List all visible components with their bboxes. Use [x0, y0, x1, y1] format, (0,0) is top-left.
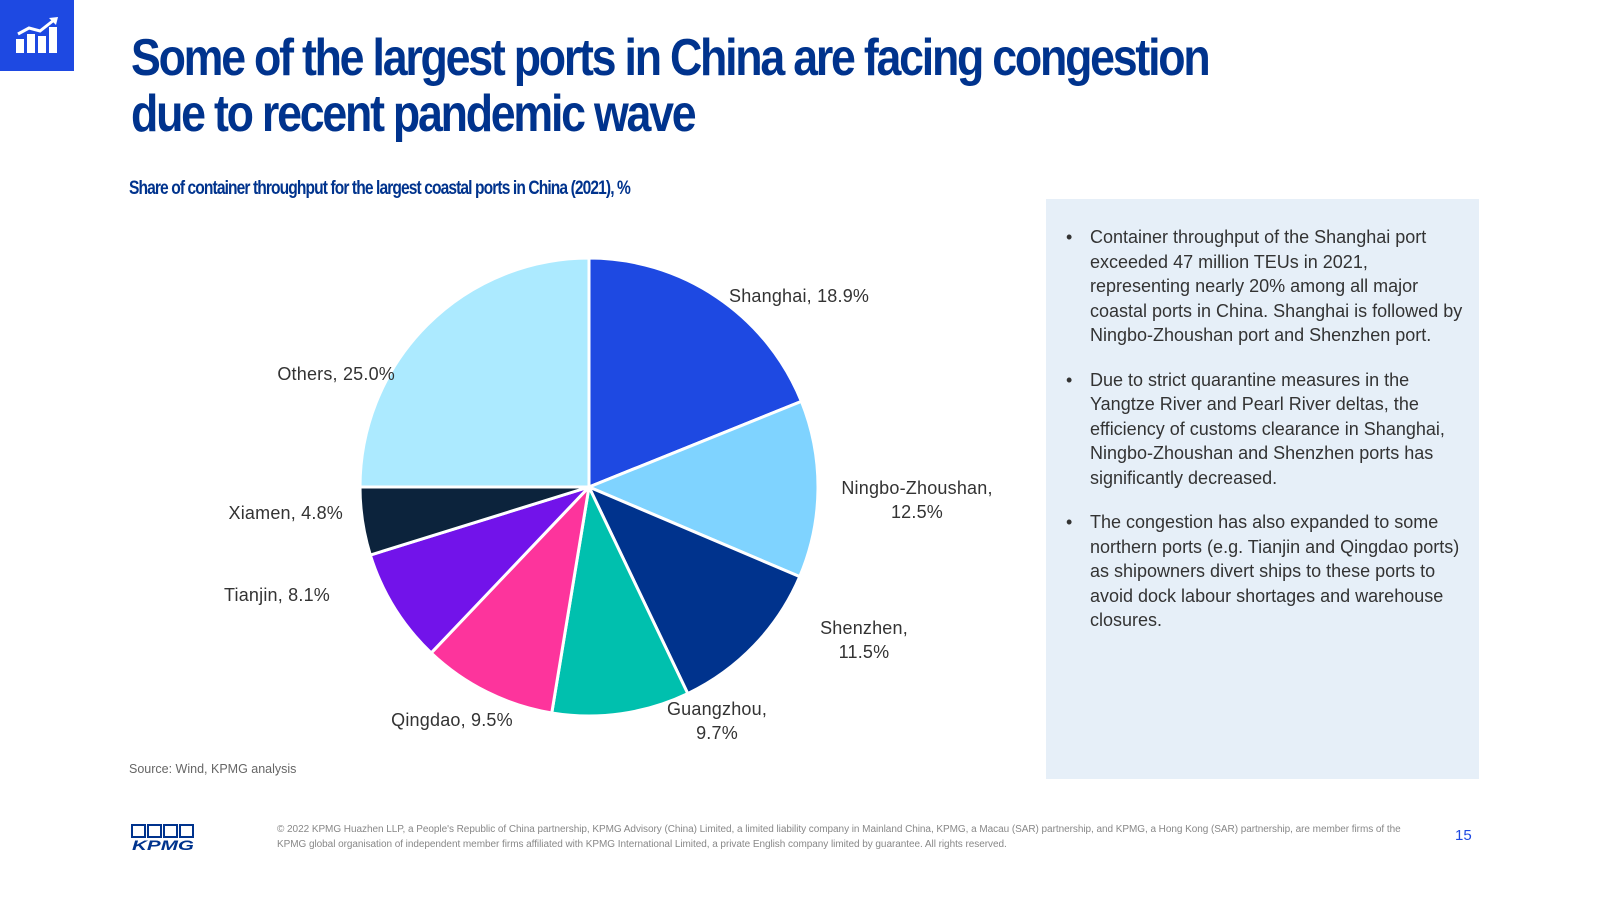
- slice-label-xiamen: Xiamen, 4.8%: [228, 503, 343, 523]
- bullet-item: The congestion has also expanded to some…: [1064, 510, 1465, 633]
- slice-label-others: Others, 25.0%: [277, 364, 395, 384]
- pie-slice-shenzhen: [587, 485, 802, 696]
- pie-slice-ningbo-zhoushan: [587, 399, 820, 579]
- bullet-item: Container throughput of the Shanghai por…: [1064, 225, 1465, 348]
- commentary-panel: Container throughput of the Shanghai por…: [1046, 199, 1479, 779]
- source-note: Source: Wind, KPMG analysis: [129, 762, 297, 776]
- svg-text:KPMG: KPMG: [132, 837, 194, 852]
- kpmg-logo: KPMG: [131, 824, 194, 852]
- corner-badge: [0, 0, 74, 71]
- bullet-item: Due to strict quarantine measures in the…: [1064, 368, 1465, 491]
- pie-slice-shanghai: [587, 256, 803, 489]
- slice-label-ningbo-zhoushan: Ningbo-Zhoushan, 12.5%: [841, 478, 993, 522]
- pie-slice-tianjin: [368, 485, 591, 655]
- pie-slice-qingdao: [429, 485, 591, 715]
- copyright-text: © 2022 KPMG Huazhen LLP, a People's Repu…: [277, 824, 1401, 850]
- slice-label-shanghai: Shanghai, 18.9%: [729, 286, 870, 306]
- slice-label-qingdao: Qingdao, 9.5%: [391, 710, 513, 730]
- pie-slice-others: [358, 256, 591, 489]
- bullet-list: Container throughput of the Shanghai por…: [1064, 225, 1465, 633]
- chart-title: Share of container throughput for the la…: [129, 178, 631, 199]
- page-title: Some of the largest ports in China are f…: [131, 29, 1211, 143]
- slice-label-tianjin: Tianjin, 8.1%: [224, 585, 330, 605]
- page-number: 15: [1455, 827, 1472, 844]
- slice-label-shenzhen: Shenzhen, 11.5%: [820, 618, 908, 662]
- slice-label-guangzhou: Guangzhou, 9.7%: [666, 699, 768, 743]
- pie-slice-guangzhou: [550, 485, 690, 718]
- bar-chart-growth-icon: [16, 17, 58, 53]
